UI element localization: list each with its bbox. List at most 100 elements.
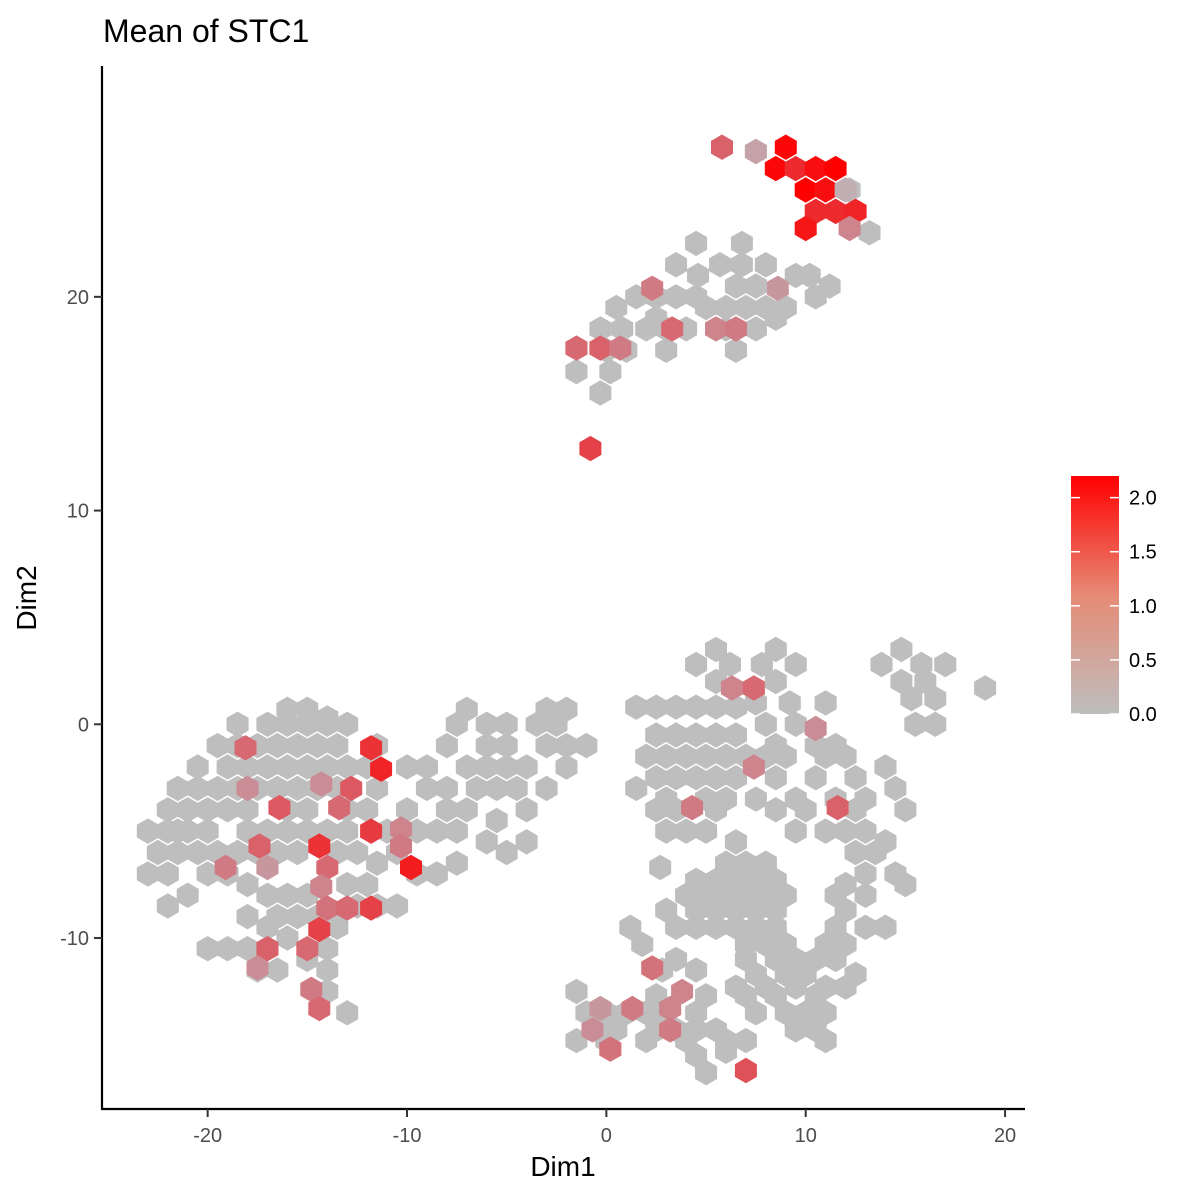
hex-bin-colored — [336, 895, 359, 921]
hex-bin — [146, 839, 169, 866]
hex-bin — [236, 797, 259, 823]
hex-bin-colored — [360, 895, 383, 921]
hex-bin — [854, 818, 877, 844]
hex-bin — [764, 765, 787, 791]
hex-bin — [655, 897, 678, 923]
hex-bin — [834, 743, 857, 770]
hex-bin — [854, 882, 877, 908]
hex-bin — [266, 732, 289, 759]
hex-bin — [631, 931, 654, 958]
hex-bin — [890, 668, 913, 695]
hex-bin — [784, 651, 807, 678]
hex-bin — [814, 818, 837, 844]
hex-bin — [794, 1000, 817, 1026]
hex-bin-colored — [400, 854, 422, 881]
hex-bin — [724, 914, 747, 940]
hex-bin-colored — [766, 275, 789, 301]
hex-bin — [296, 754, 319, 780]
hex-bin — [705, 636, 727, 663]
hex-bin — [744, 914, 767, 940]
hex-bin — [665, 914, 688, 940]
hex-bin — [890, 636, 913, 663]
hex-bin — [814, 690, 837, 716]
hex-bin — [900, 685, 923, 712]
hex-bin — [715, 850, 737, 876]
hex-bin — [724, 273, 747, 299]
hex-bin — [804, 983, 827, 1009]
hex-bin — [435, 775, 458, 802]
y-tick-label: 0 — [78, 714, 89, 736]
hex-bin — [435, 797, 458, 823]
hex-bin — [894, 797, 917, 823]
hex-bin — [715, 743, 737, 770]
hex-bin — [535, 732, 558, 759]
hex-bin — [366, 850, 389, 876]
hex-bin — [834, 974, 857, 1000]
hex-bin — [326, 732, 349, 759]
hex-bin — [784, 974, 807, 1000]
hex-bin — [734, 983, 757, 1009]
hex-bin-colored — [742, 675, 765, 701]
hex-bin — [894, 871, 917, 898]
hex-bin — [196, 818, 219, 844]
hex-bin-colored — [268, 794, 291, 821]
hex-bin — [764, 636, 787, 663]
hex-bin — [196, 797, 219, 823]
x-tick-label: 20 — [994, 1125, 1016, 1147]
hex-bin — [306, 732, 329, 759]
hex-bin — [495, 839, 518, 866]
color-legend: 0.0 0.5 1.0 1.5 2.0 — [1071, 476, 1157, 726]
hex-bin — [734, 294, 757, 321]
hex-bin — [705, 694, 727, 720]
hex-bin — [455, 754, 478, 780]
hex-bin — [425, 861, 448, 887]
hex-bin — [784, 711, 807, 737]
hex-bin-colored — [246, 955, 269, 981]
hex-bin — [346, 839, 369, 866]
hex-bin — [186, 775, 209, 802]
hex-bin-colored — [236, 775, 259, 802]
hex-bin — [754, 850, 777, 876]
hex-bin — [695, 818, 718, 844]
hex-bin — [685, 651, 708, 678]
hex-bin — [216, 936, 239, 962]
hex-bin — [635, 743, 658, 770]
y-tick-label: 10 — [67, 501, 89, 523]
hex-bin — [366, 775, 389, 802]
hex-bin — [425, 818, 448, 844]
hex-bin — [665, 694, 688, 720]
hex-bin — [695, 294, 718, 321]
hex-bin — [645, 722, 668, 748]
hex-bin — [734, 850, 757, 876]
hex-bin-colored — [609, 335, 632, 361]
hex-bin — [864, 839, 887, 866]
hex-bin-colored — [794, 215, 817, 242]
hex-bin — [744, 1000, 767, 1026]
x-tick-label: 0 — [601, 1125, 612, 1147]
hex-bin — [256, 754, 279, 780]
hex-bin — [645, 765, 668, 791]
hex-bin — [705, 722, 727, 748]
hex-bin-colored — [256, 936, 279, 962]
hex-bin — [336, 754, 359, 780]
hex-bin-colored — [804, 155, 827, 182]
legend-tick-label: 1.5 — [1129, 542, 1157, 564]
hex-bin — [695, 1059, 718, 1086]
hex-bin — [186, 839, 209, 866]
hex-bin-colored — [310, 874, 333, 900]
hex-bin — [445, 850, 468, 876]
hex-bin — [974, 675, 997, 701]
legend-tick-label: 0.0 — [1129, 704, 1157, 726]
hex-bin-colored — [838, 215, 861, 242]
hex-bin-colored — [370, 756, 393, 782]
hex-bin-colored — [659, 1017, 682, 1043]
hex-bin-colored — [360, 735, 383, 761]
hex-bin — [599, 358, 622, 385]
hex-bin-colored — [764, 155, 787, 182]
hex-bin — [724, 765, 747, 791]
hex-bin — [605, 294, 628, 321]
hex-bin — [326, 914, 349, 940]
hex-bin-colored — [360, 818, 383, 844]
hex-bin — [750, 651, 773, 678]
hex-bin — [276, 882, 299, 908]
